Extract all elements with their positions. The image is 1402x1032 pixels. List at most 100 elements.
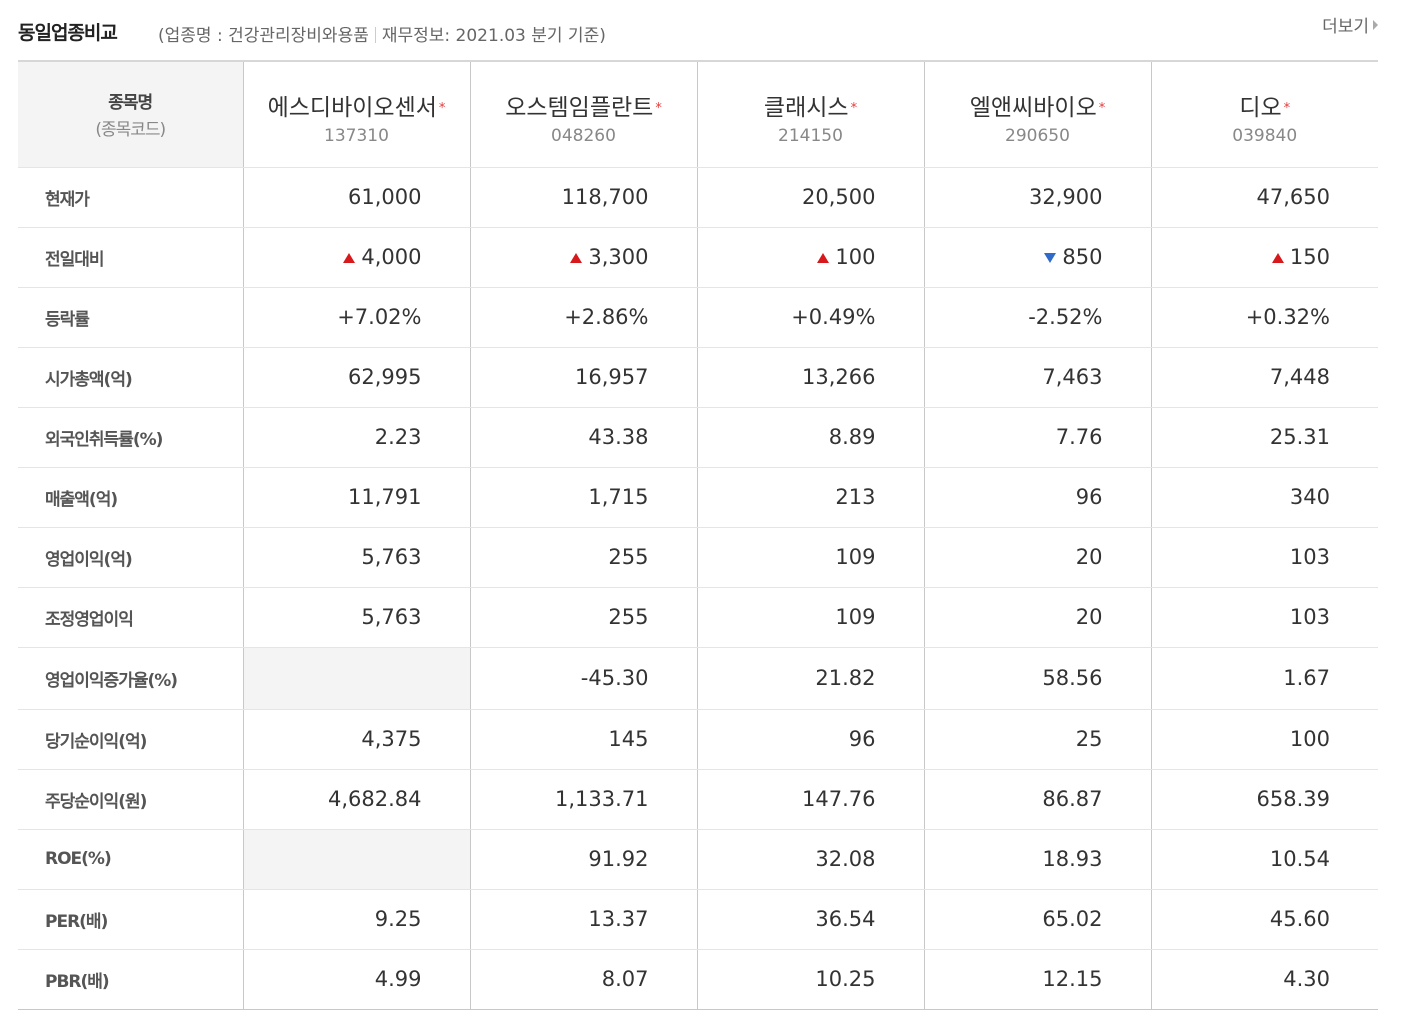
value-cell: 850	[923, 227, 1151, 288]
value-cell: 255	[469, 527, 697, 588]
stock-link[interactable]: 오스템임플란트 *	[471, 88, 697, 122]
stock-name-text: 디오	[1239, 95, 1282, 121]
value-text: 32.08	[815, 847, 876, 871]
value-text: 1.67	[1283, 666, 1330, 690]
value-cell: 255	[469, 587, 697, 648]
value-text: 255	[608, 605, 649, 629]
value-text: 7.76	[1055, 425, 1103, 449]
stock-column-header: 에스디바이오센서 * 137310	[242, 61, 470, 168]
value-text: 100	[1289, 727, 1330, 751]
chevron-right-icon	[1373, 20, 1378, 30]
industry-comparison-table: 종목명 (종목코드) 에스디바이오센서 * 137310 오스템임플란트 * 048260…	[18, 60, 1378, 1010]
value-cell: 4,375	[242, 709, 470, 770]
triangle-up-icon	[343, 253, 356, 263]
stock-link[interactable]: 에스디바이오센서 *	[244, 88, 470, 122]
value-cell: 109	[696, 527, 924, 588]
value-text: 7,448	[1269, 365, 1330, 389]
value-text: 45.60	[1269, 907, 1330, 931]
stock-link[interactable]: 클래시스 *	[698, 88, 924, 122]
stock-code: 048260	[551, 126, 616, 146]
row-label: 외국인취득률(%)	[18, 407, 243, 468]
triangle-down-icon	[1044, 253, 1057, 263]
value-cell: 21.82	[696, 647, 924, 710]
value-text: 147.76	[802, 787, 876, 811]
value-cell: 109	[696, 587, 924, 648]
value-cell: 20	[923, 527, 1151, 588]
value-cell: 150	[1150, 227, 1378, 288]
stock-code: 290650	[1005, 126, 1070, 146]
value-text: 4,000	[361, 245, 422, 269]
stock-name: 에스디바이오센서 *	[244, 88, 470, 122]
label-column-header: 종목명 (종목코드)	[18, 61, 243, 168]
row-label: PBR(배)	[18, 949, 243, 1010]
value-text: -45.30	[580, 666, 649, 690]
value-text: 13.37	[588, 907, 649, 931]
value-cell: 13.37	[469, 889, 697, 950]
value-text: 3,300	[588, 245, 649, 269]
value-text: 25	[1075, 727, 1103, 751]
asterisk-icon: *	[438, 101, 446, 116]
row-label: 조정영업이익	[18, 587, 243, 648]
value-text: 12.15	[1042, 967, 1103, 991]
row-label: 당기순이익(억)	[18, 709, 243, 770]
value-text: 32,900	[1029, 185, 1103, 209]
value-cell: -2.52%	[923, 287, 1151, 348]
value-cell: 58.56	[923, 647, 1151, 710]
stock-code-header: (종목코드)	[95, 120, 166, 141]
value-cell: 1.67	[1150, 647, 1378, 710]
asterisk-icon: *	[1098, 101, 1106, 116]
value-text: 118,700	[561, 185, 649, 209]
stock-link[interactable]: 디오 *	[1152, 88, 1379, 122]
value-cell: 658.39	[1150, 769, 1378, 830]
table-row: 조정영업이익 5,763 255 109 20 103	[18, 587, 1378, 648]
value-text: 4,375	[361, 727, 422, 751]
stock-name-text: 클래시스	[763, 95, 849, 121]
value-cell: 10.54	[1150, 829, 1378, 890]
value-cell: 118,700	[469, 167, 697, 228]
value-cell: 47,650	[1150, 167, 1378, 228]
value-cell: 61,000	[242, 167, 470, 228]
value-cell: 96	[696, 709, 924, 770]
table-row: 외국인취득률(%) 2.23 43.38 8.89 7.76 25.31	[18, 407, 1378, 468]
table-row: 전일대비 4,000 3,300 100 850 150	[18, 227, 1378, 288]
value-text: 109	[835, 605, 876, 629]
row-label: 현재가	[18, 167, 243, 228]
value-text: 4.30	[1283, 967, 1330, 991]
value-text: 850	[1062, 245, 1103, 269]
value-cell: 100	[1150, 709, 1378, 770]
table-header-row: 종목명 (종목코드) 에스디바이오센서 * 137310 오스템임플란트 * 048260…	[18, 61, 1379, 168]
value-text: 255	[608, 545, 649, 569]
stock-link[interactable]: 엘앤씨바이오 *	[925, 88, 1151, 122]
value-cell: 4,682.84	[242, 769, 470, 830]
table-row: ROE(%) 91.92 32.08 18.93 10.54	[18, 829, 1378, 890]
value-cell: 7.76	[923, 407, 1151, 468]
value-text: 4.99	[374, 967, 422, 991]
value-text: 18.93	[1042, 847, 1103, 871]
row-label: 주당순이익(원)	[18, 769, 243, 830]
row-label: 영업이익(억)	[18, 527, 243, 588]
value-text: 150	[1289, 245, 1330, 269]
value-cell: 100	[696, 227, 924, 288]
asterisk-icon: *	[655, 101, 662, 116]
row-label: ROE(%)	[18, 829, 243, 890]
value-text: 109	[835, 545, 876, 569]
value-cell: 96	[923, 467, 1151, 528]
value-text: 103	[1289, 605, 1330, 629]
value-cell: 4.99	[242, 949, 470, 1010]
value-cell: 8.89	[696, 407, 924, 468]
stock-column-header: 오스템임플란트 * 048260	[469, 61, 697, 168]
value-cell: 4.30	[1150, 949, 1378, 1010]
empty-cell	[242, 647, 470, 710]
value-text: 43.38	[588, 425, 649, 449]
value-text: 5,763	[361, 545, 422, 569]
more-label: 더보기	[1322, 17, 1369, 37]
table-row: 현재가 61,000 118,700 20,500 32,900 47,650	[18, 167, 1378, 228]
more-link[interactable]: 더보기	[1322, 12, 1378, 37]
value-text: 7,463	[1042, 365, 1103, 389]
value-text: 61,000	[348, 185, 422, 209]
value-cell: -45.30	[469, 647, 697, 710]
value-text: 91.92	[588, 847, 649, 871]
value-cell: 2.23	[242, 407, 470, 468]
value-cell: 45.60	[1150, 889, 1378, 950]
value-cell: 86.87	[923, 769, 1151, 830]
